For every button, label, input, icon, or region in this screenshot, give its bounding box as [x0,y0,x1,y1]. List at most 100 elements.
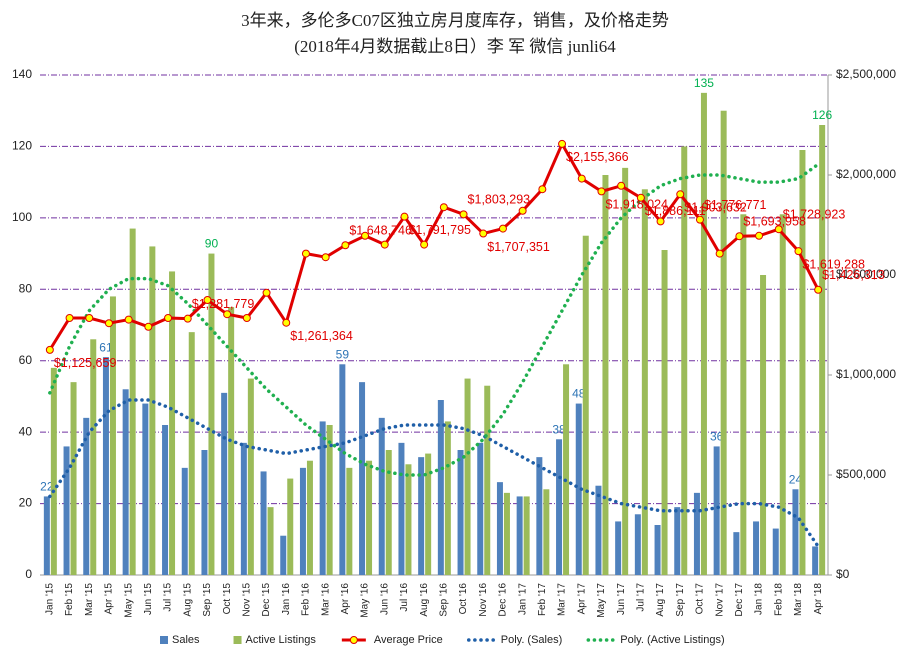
chart-title: 3年来，多伦多C07区独立房月度库存，销售，及价格走势 [241,11,669,30]
legend-swatch [160,636,168,644]
bar [503,492,510,575]
x-tick-label: Oct '15 [222,583,233,615]
price-marker [597,187,606,196]
bar [457,450,464,575]
price-marker [45,345,54,354]
x-tick-label: May '17 [596,583,607,618]
price-marker [735,232,744,241]
price-marker [774,225,783,234]
x-tick-label: Jan '16 [281,583,292,615]
x-tick-label: Feb '18 [773,583,784,616]
bar [693,492,700,575]
trend-line [48,162,820,477]
y-tick-label: 20 [19,496,33,510]
legend-swatch [349,636,358,644]
x-tick-label: Jun '15 [143,583,154,615]
data-label: 135 [694,76,714,90]
price-marker [518,206,527,215]
bar [201,450,208,575]
bar [70,382,77,575]
bar [63,446,70,575]
data-label: $1,281,779 [192,297,255,311]
y-tick-label: 40 [19,424,33,438]
price-marker [498,224,507,233]
bar [602,175,609,575]
data-label: 61 [99,340,113,354]
data-label: $1,619,288 [802,257,865,271]
bar [287,478,294,575]
data-label: $1,803,293 [468,193,531,207]
bar [326,425,333,575]
bar [595,485,602,575]
bar [208,253,215,576]
bar [496,482,503,575]
price-marker [321,253,330,262]
price-marker [558,139,567,148]
x-tick-label: Feb '16 [301,583,312,616]
x-tick-label: Aug '15 [182,583,193,617]
bar [753,521,760,575]
x-tick-label: Dec '16 [498,583,509,617]
x-tick-label: Apr '15 [104,583,115,615]
bar [536,457,543,575]
bar [43,496,50,575]
y2-tick-label: $2,000,000 [836,167,896,181]
price-marker [242,314,251,322]
price-marker [538,185,547,194]
bar [575,403,582,575]
bar [247,378,254,575]
price-marker [755,231,764,240]
price-marker [183,314,192,323]
x-tick-label: Nov '16 [478,583,489,617]
bar [299,467,306,575]
bar [563,364,570,575]
price-marker [361,231,370,240]
y-tick-label: 60 [19,353,33,367]
x-tick-label: Feb '15 [64,583,75,616]
bar [700,92,707,575]
bar [733,532,740,575]
price-marker [479,229,488,238]
x-tick-label: Dec '17 [734,583,745,617]
bar [149,246,156,575]
price-marker [164,314,173,322]
x-tick-label: Apr '18 [813,583,824,615]
y2-tick-label: $1,000,000 [836,367,896,381]
price-marker [282,318,291,327]
bar [83,417,90,575]
bar [720,110,727,575]
price-marker [420,240,429,249]
bar [378,417,385,575]
price-marker [439,203,448,212]
data-label: 24 [789,472,803,486]
data-label: $1,776,771 [704,198,767,212]
bar [306,460,313,575]
bar [779,214,786,576]
x-tick-label: Sep '15 [202,583,213,617]
bar [516,496,523,575]
legend-label: Poly. (Active Listings) [620,634,724,646]
data-label: $1,707,351 [487,240,550,254]
x-tick-label: Sep '16 [438,583,449,617]
data-label: 48 [572,387,586,401]
bar [129,228,136,576]
bar [359,382,366,575]
data-label: $2,155,366 [566,150,629,164]
legend-label: Poly. (Sales) [501,634,563,646]
bar [319,421,326,575]
legend-label: Average Price [374,634,443,646]
price-marker [794,247,803,256]
bar [792,489,799,575]
x-tick-label: Apr '16 [340,583,351,615]
bar [661,250,668,575]
x-tick-label: Mar '17 [557,583,568,616]
price-marker [301,249,310,258]
price-marker [65,314,74,322]
x-tick-label: Feb '17 [537,583,548,616]
x-tick-label: Oct '17 [695,583,706,615]
bar [740,214,747,576]
bar [425,453,432,575]
x-tick-label: Mar '18 [793,583,804,616]
x-tick-label: Jan '18 [754,583,765,615]
